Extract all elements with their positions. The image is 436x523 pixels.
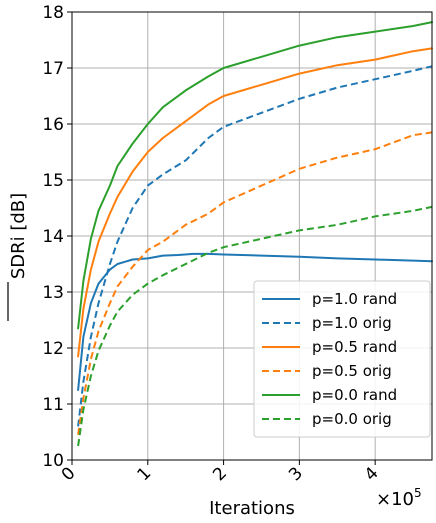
y-axis-label: SDRi [dB] xyxy=(8,193,29,279)
legend-label: p=0.0 rand xyxy=(312,386,397,404)
y-tick-label: 18 xyxy=(42,3,64,23)
legend-entry[interactable]: p=0.5 orig xyxy=(262,362,392,380)
series-line-p-0-0-rand xyxy=(77,21,433,330)
legend-entry[interactable]: p=0.5 rand xyxy=(262,338,397,356)
series-group xyxy=(77,21,433,447)
legend-entry[interactable]: p=0.0 orig xyxy=(262,410,392,428)
x-axis-label: Iterations xyxy=(209,498,295,519)
legend[interactable]: p=1.0 rand p=1.0 orig p=0.5 rand p=0.5 orig… xyxy=(253,280,431,438)
series-line-p-1-0-orig xyxy=(77,65,433,427)
y-tick-label: 10 xyxy=(42,451,64,471)
legend-entry[interactable]: p=1.0 rand xyxy=(262,290,397,308)
legend-label: p=0.0 orig xyxy=(312,410,392,428)
legend-label: p=0.5 rand xyxy=(312,338,397,356)
y-tick-label: 13 xyxy=(42,283,64,303)
legend-label: p=1.0 orig xyxy=(312,314,392,332)
legend-label: p=1.0 rand xyxy=(312,290,397,308)
y-tick-label: 15 xyxy=(42,171,64,191)
x-axis-multiplier-exponent: 5 xyxy=(414,486,422,500)
x-axis-multiplier-base: ×10 xyxy=(376,489,414,510)
y-tick-label: 11 xyxy=(42,395,64,415)
y-tick-label: 16 xyxy=(42,115,64,135)
series-line-p-1-0-rand xyxy=(77,252,433,391)
legend-entry[interactable]: p=0.0 rand xyxy=(262,386,397,404)
legend-box xyxy=(253,280,431,438)
series-line-p-0-0-orig xyxy=(77,205,433,447)
legend-label: p=0.5 orig xyxy=(312,362,392,380)
series-line-p-0-5-rand xyxy=(77,47,433,358)
x-axis-multiplier: ×105 xyxy=(376,486,422,510)
y-tick-label: 12 xyxy=(42,339,64,359)
series-line-p-0-5-orig xyxy=(77,131,433,435)
y-tick-label: 14 xyxy=(42,227,64,247)
legend-entry[interactable]: p=1.0 orig xyxy=(262,314,392,332)
y-tick-label: 17 xyxy=(42,59,64,79)
